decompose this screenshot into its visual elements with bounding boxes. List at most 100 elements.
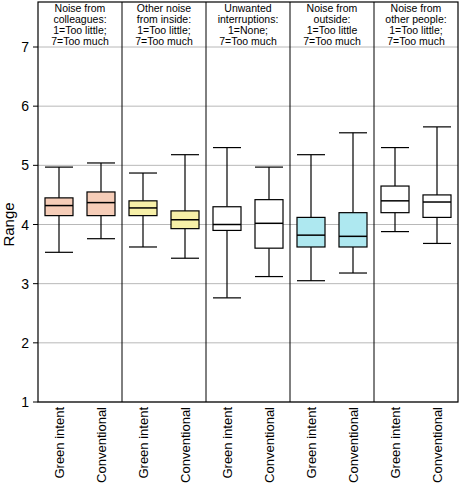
max-cap — [297, 154, 325, 155]
category-label: Conventional — [178, 407, 193, 483]
max-cap — [87, 162, 115, 163]
box-plot — [423, 127, 451, 244]
panel-title: 7=Too much — [387, 35, 445, 47]
category-label: Green intent — [388, 407, 403, 479]
box-plot — [87, 163, 115, 239]
tick-label: 1 — [21, 394, 29, 410]
median — [87, 202, 115, 204]
lower-whisker — [142, 216, 143, 247]
box — [339, 213, 367, 247]
panel-title: 7=Too much — [219, 35, 277, 47]
upper-whisker — [268, 167, 269, 200]
panel-divider — [206, 2, 207, 402]
box — [87, 192, 115, 216]
min-cap — [381, 231, 409, 232]
max-cap — [339, 132, 367, 133]
min-cap — [129, 246, 157, 247]
min-cap — [339, 272, 367, 273]
panel-title: 7=Too much — [51, 35, 109, 47]
box-plot — [213, 148, 241, 298]
upper-whisker — [58, 167, 59, 198]
tick-label: 5 — [21, 157, 29, 173]
tick-label: 4 — [21, 217, 29, 233]
grid-line — [38, 342, 458, 343]
lower-whisker — [100, 216, 101, 239]
lower-whisker — [310, 247, 311, 281]
upper-whisker — [394, 148, 395, 186]
frame — [38, 2, 458, 402]
category-label: Green intent — [52, 407, 67, 479]
category-label: Conventional — [346, 407, 361, 483]
upper-whisker — [310, 155, 311, 218]
max-cap — [255, 167, 283, 168]
box-plot — [381, 148, 409, 232]
median — [297, 234, 325, 236]
median — [339, 236, 367, 238]
box — [129, 201, 157, 216]
upper-whisker — [100, 163, 101, 192]
max-cap — [213, 147, 241, 148]
min-cap — [213, 297, 241, 298]
tick-mark — [33, 283, 38, 284]
tick-mark — [33, 342, 38, 343]
median — [381, 200, 409, 202]
tick-mark — [33, 402, 38, 403]
lower-whisker — [436, 217, 437, 243]
tick-label: 3 — [21, 276, 29, 292]
box — [171, 211, 199, 229]
min-cap — [87, 238, 115, 239]
tick-label: 7 — [21, 39, 29, 55]
box — [381, 186, 409, 213]
box — [255, 200, 283, 249]
category-label: Conventional — [94, 407, 109, 483]
box-plot — [255, 167, 283, 276]
category-label: Green intent — [304, 407, 319, 479]
panel-divider — [290, 2, 291, 402]
tick-mark — [33, 224, 38, 225]
panel-divider — [122, 2, 123, 402]
lower-whisker — [352, 247, 353, 273]
max-cap — [423, 126, 451, 127]
lower-whisker — [394, 213, 395, 232]
upper-whisker — [142, 173, 143, 201]
min-cap — [423, 243, 451, 244]
median — [171, 219, 199, 221]
upper-whisker — [226, 148, 227, 207]
panel-divider — [374, 2, 375, 402]
box — [45, 198, 73, 216]
tick-mark — [33, 165, 38, 166]
min-cap — [171, 258, 199, 259]
grid-line — [38, 106, 458, 107]
min-cap — [255, 276, 283, 277]
lower-whisker — [58, 216, 59, 253]
lower-whisker — [268, 248, 269, 276]
max-cap — [381, 147, 409, 148]
category-label: Conventional — [262, 407, 277, 483]
upper-whisker — [352, 133, 353, 213]
tick-label: 6 — [21, 98, 29, 114]
box-plot — [129, 173, 157, 247]
marks — [45, 127, 451, 298]
box — [297, 217, 325, 247]
upper-whisker — [436, 127, 437, 195]
panel-title: 7=Too much — [135, 35, 193, 47]
upper-whisker — [184, 155, 185, 211]
lower-whisker — [184, 229, 185, 259]
min-cap — [45, 252, 73, 253]
tick-mark — [33, 47, 38, 48]
median — [129, 207, 157, 209]
box — [213, 207, 241, 231]
box-plot — [171, 155, 199, 259]
category-label: Conventional — [430, 407, 445, 483]
category-label: Green intent — [136, 407, 151, 479]
box-plot — [45, 167, 73, 252]
min-cap — [297, 280, 325, 281]
box — [423, 195, 451, 217]
grid-line — [38, 283, 458, 284]
median — [255, 223, 283, 225]
box-plot — [339, 133, 367, 273]
lower-whisker — [226, 230, 227, 297]
tick-mark — [33, 106, 38, 107]
median — [213, 224, 241, 226]
axis-label: Range — [0, 202, 17, 246]
